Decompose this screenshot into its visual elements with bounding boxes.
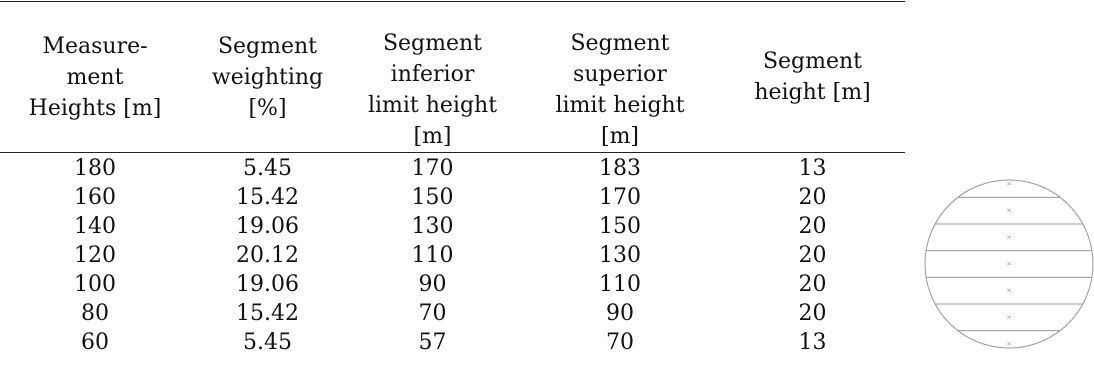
cell-segment-height: 13 bbox=[798, 330, 827, 355]
segment-center-marker: × bbox=[1006, 340, 1012, 348]
cell-segment-height: 20 bbox=[798, 214, 827, 239]
header-segment-weighting: Segment weighting [%] bbox=[211, 33, 324, 121]
cell-segment-weighting: 20.12 bbox=[236, 243, 299, 268]
header-segment-superior-limit: Segment superior limit height [m] bbox=[555, 31, 685, 149]
segment-boundaries bbox=[926, 196, 1092, 332]
table-row: 120 20.12 110 130 20 bbox=[0, 241, 905, 270]
table-row: 140 19.06 130 150 20 bbox=[0, 212, 905, 241]
cell-superior-limit: 183 bbox=[599, 156, 641, 181]
table-row: 80 15.42 70 90 20 bbox=[0, 299, 905, 328]
cell-inferior-limit: 90 bbox=[418, 272, 447, 297]
table-row: 100 19.06 90 110 20 bbox=[0, 270, 905, 299]
cell-segment-height: 20 bbox=[798, 301, 827, 326]
cell-superior-limit: 150 bbox=[599, 214, 641, 239]
cell-segment-height: 13 bbox=[798, 156, 827, 181]
cell-superior-limit: 70 bbox=[606, 330, 634, 355]
cell-inferior-limit: 70 bbox=[418, 301, 447, 326]
cell-inferior-limit: 170 bbox=[411, 156, 454, 181]
table-row: 180 5.45 170 183 13 bbox=[0, 154, 905, 183]
cell-measurement-height: 100 bbox=[74, 272, 116, 297]
cell-measurement-height: 140 bbox=[74, 214, 116, 239]
cell-superior-limit: 170 bbox=[599, 185, 641, 210]
cell-measurement-height: 180 bbox=[74, 156, 116, 181]
cell-inferior-limit: 150 bbox=[411, 185, 454, 210]
cell-segment-weighting: 19.06 bbox=[236, 214, 299, 239]
cell-inferior-limit: 110 bbox=[411, 243, 454, 268]
segment-centers: × × × × × × × bbox=[1006, 180, 1012, 348]
cell-segment-height: 20 bbox=[798, 272, 827, 297]
header-segment-inferior-limit: Segment inferior limit height [m] bbox=[367, 31, 498, 149]
segment-center-marker: × bbox=[1006, 313, 1012, 321]
cell-segment-height: 20 bbox=[798, 243, 827, 268]
table-row: 60 5.45 57 70 13 bbox=[0, 328, 905, 357]
segment-center-marker: × bbox=[1006, 287, 1012, 295]
cell-inferior-limit: 57 bbox=[418, 330, 447, 355]
cell-superior-limit: 130 bbox=[599, 243, 641, 268]
segment-center-marker: × bbox=[1006, 260, 1012, 268]
header-measurement-heights: Measure- ment Heights [m] bbox=[28, 33, 162, 121]
cell-segment-weighting: 5.45 bbox=[243, 330, 292, 355]
cell-measurement-height: 80 bbox=[81, 301, 109, 326]
cell-measurement-height: 120 bbox=[74, 243, 116, 268]
rotor-segment-diagram: × × × × × × × bbox=[924, 179, 1094, 349]
cell-superior-limit: 90 bbox=[606, 301, 634, 326]
cell-measurement-height: 160 bbox=[74, 185, 116, 210]
cell-superior-limit: 110 bbox=[599, 272, 641, 297]
segment-center-marker: × bbox=[1006, 207, 1012, 215]
table-header-rule bbox=[0, 152, 905, 153]
segment-center-marker: × bbox=[1006, 180, 1012, 188]
cell-segment-height: 20 bbox=[798, 185, 827, 210]
table-top-rule bbox=[0, 1, 905, 2]
cell-segment-weighting: 15.42 bbox=[236, 301, 299, 326]
table-row: 160 15.42 150 170 20 bbox=[0, 183, 905, 212]
cell-inferior-limit: 130 bbox=[411, 214, 454, 239]
cell-segment-weighting: 15.42 bbox=[236, 185, 299, 210]
cell-segment-weighting: 19.06 bbox=[236, 272, 299, 297]
segment-center-marker: × bbox=[1006, 233, 1012, 241]
cell-measurement-height: 60 bbox=[81, 330, 109, 355]
cell-segment-weighting: 5.45 bbox=[243, 156, 292, 181]
segment-table: Measure- ment Heights [m] Segment weight… bbox=[0, 1, 905, 357]
rotor-disc-outline bbox=[924, 179, 1094, 349]
header-segment-height: Segment height [m] bbox=[754, 49, 871, 105]
